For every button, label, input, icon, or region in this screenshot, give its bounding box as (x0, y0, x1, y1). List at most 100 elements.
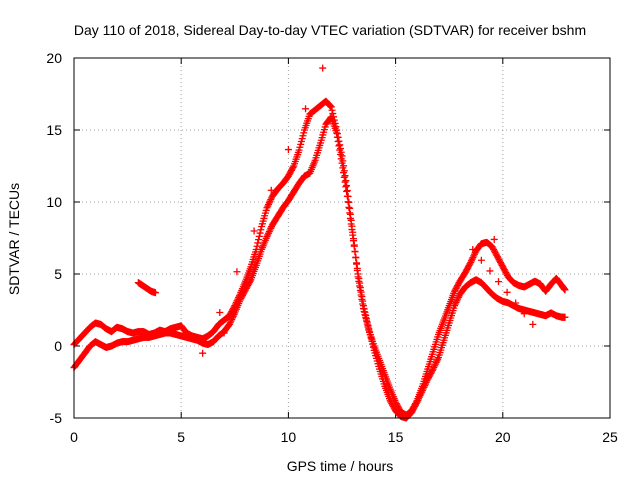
data-point (470, 250, 478, 258)
data-point (340, 169, 348, 177)
data-point (302, 105, 310, 113)
y-tick-label: 20 (46, 50, 62, 66)
x-axis-label: GPS time / hours (287, 458, 394, 474)
data-point (430, 363, 438, 371)
data-point (486, 267, 494, 275)
plot-frame (73, 57, 611, 419)
data-point (266, 226, 274, 234)
data-point (469, 246, 477, 254)
data-point (353, 259, 361, 267)
data-point (415, 395, 423, 403)
data-point (326, 101, 334, 109)
chart-title: Day 110 of 2018, Sidereal Day-to-day VTE… (74, 22, 586, 38)
data-point (467, 258, 475, 266)
data-point (256, 229, 264, 237)
data-point (339, 164, 347, 172)
data-point (264, 202, 272, 210)
data-point (233, 268, 241, 276)
data-point (561, 313, 569, 321)
data-point (414, 397, 422, 405)
data-point (264, 200, 272, 208)
data-point (253, 242, 261, 250)
data-point (364, 321, 372, 329)
series-track-b (70, 113, 569, 422)
data-point (351, 248, 359, 256)
data-points (70, 64, 569, 422)
data-point (220, 329, 228, 337)
data-point (429, 365, 437, 373)
data-point (434, 355, 442, 363)
data-point (418, 387, 426, 395)
data-point (357, 288, 365, 296)
data-point (466, 260, 474, 268)
data-point (349, 237, 357, 245)
data-point (225, 320, 233, 328)
data-point (266, 197, 274, 205)
data-point (267, 224, 275, 232)
data-point (254, 239, 262, 247)
data-point (263, 204, 271, 212)
data-point (226, 319, 234, 327)
data-point (431, 360, 439, 368)
data-point (467, 257, 475, 265)
data-point (415, 393, 423, 401)
data-point (216, 308, 224, 316)
data-point (230, 311, 238, 319)
x-tick-label: 5 (177, 429, 185, 445)
data-point (267, 186, 275, 194)
data-point (319, 64, 327, 72)
data-point (349, 231, 357, 239)
data-point (451, 300, 459, 308)
data-point (363, 318, 371, 326)
data-point (490, 235, 498, 243)
data-point (431, 362, 439, 370)
x-tick-label: 15 (388, 429, 404, 445)
data-point (432, 358, 440, 366)
data-point (264, 229, 272, 237)
tick-labels: 0 5 10 15 20 25 -5 0 5 10 15 20 (46, 50, 618, 445)
data-point (343, 182, 351, 190)
data-point (359, 297, 367, 305)
data-point (328, 106, 336, 114)
data-point (346, 209, 354, 217)
data-point (229, 312, 237, 320)
x-tick-label: 20 (495, 429, 511, 445)
data-point (418, 388, 426, 396)
data-point (343, 188, 351, 196)
y-tick-label: 10 (46, 194, 62, 210)
data-point (365, 325, 373, 333)
data-point (335, 142, 343, 150)
data-point (350, 242, 358, 250)
data-point (342, 183, 350, 191)
data-point (454, 295, 462, 303)
data-point (453, 297, 461, 305)
data-point (229, 314, 237, 322)
data-point (362, 312, 370, 320)
data-point (561, 286, 569, 294)
data-point (329, 110, 337, 118)
data-point (344, 198, 352, 206)
data-point (416, 392, 424, 400)
data-point (263, 233, 271, 241)
data-point (289, 163, 297, 171)
data-point (420, 383, 428, 391)
data-point (366, 331, 374, 339)
data-point (428, 366, 436, 374)
data-point (347, 220, 355, 228)
data-point (368, 337, 376, 345)
data-point (520, 310, 528, 318)
data-point (369, 343, 377, 351)
data-point (423, 377, 431, 385)
data-point (359, 302, 367, 310)
data-point (356, 284, 364, 292)
data-point (337, 155, 345, 163)
data-point (413, 398, 421, 406)
data-point (470, 252, 478, 260)
data-point (452, 298, 460, 306)
x-tick-label: 0 (70, 429, 78, 445)
y-tick-label: 15 (46, 122, 62, 138)
data-point (199, 349, 207, 357)
data-point (421, 380, 429, 388)
data-point (341, 178, 349, 186)
